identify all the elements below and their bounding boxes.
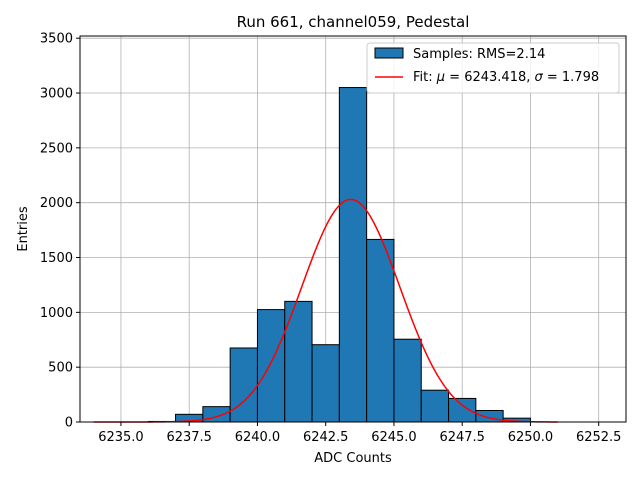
histogram-bar <box>366 238 395 423</box>
x-axis-label: ADC Counts <box>314 451 392 466</box>
histogram-bars <box>147 87 531 423</box>
plot-frame <box>79 35 627 423</box>
x-tick-label: 6250.0 <box>508 430 554 445</box>
x-tick-label: 6237.5 <box>166 430 212 445</box>
y-tick-label: 2500 <box>40 141 73 156</box>
y-tick-label: 3000 <box>40 87 73 102</box>
x-tick-label: 6235.0 <box>98 430 144 445</box>
y-tick-label: 1000 <box>40 306 73 321</box>
y-tick-label: 1500 <box>40 251 73 266</box>
histogram-bar <box>284 300 313 423</box>
x-tick-label: 6247.5 <box>439 430 485 445</box>
legend: Samples: RMS=2.14 Fit: μ = 6243.418, σ =… <box>366 42 620 94</box>
y-axis-ticks: 0 500 1000 1500 2000 2500 3000 3500 <box>40 32 80 431</box>
histogram-bar <box>393 338 422 423</box>
histogram-bar <box>420 389 450 423</box>
y-tick-label: 0 <box>65 416 73 431</box>
histogram-bar <box>256 309 286 423</box>
histogram-bar <box>311 344 340 423</box>
chart-title: Run 661, channel059, Pedestal <box>237 13 470 31</box>
histogram-bar <box>448 397 477 423</box>
y-tick-label: 500 <box>48 361 73 376</box>
histogram-bar <box>338 87 368 423</box>
y-tick-label: 3500 <box>40 32 73 47</box>
legend-fit-prefix: Fit: <box>413 70 437 85</box>
x-tick-label: 6252.5 <box>576 430 622 445</box>
y-axis-label: Entries <box>16 206 31 252</box>
x-tick-label: 6245.0 <box>371 430 417 445</box>
x-tick-label: 6240.0 <box>235 430 281 445</box>
legend-fit-label: Fit: μ = 6243.418, σ = 1.798 <box>413 70 599 85</box>
histogram-bar <box>229 347 258 423</box>
y-tick-label: 2000 <box>40 196 73 211</box>
legend-fit-sigma-value: = 1.798 <box>543 70 599 85</box>
legend-samples-patch <box>374 47 404 59</box>
legend-fit-sigma-symbol: σ <box>535 70 544 85</box>
legend-fit-mu-value: = 6243.418, <box>445 70 534 85</box>
legend-samples-label: Samples: RMS=2.14 <box>413 47 545 62</box>
legend-fit-mu-symbol: μ <box>436 70 445 85</box>
x-tick-label: 6242.5 <box>303 430 349 445</box>
legend-box <box>366 42 620 94</box>
x-axis-ticks: 6235.0 6237.5 6240.0 6242.5 6245.0 6247.5 6250… <box>98 422 621 445</box>
